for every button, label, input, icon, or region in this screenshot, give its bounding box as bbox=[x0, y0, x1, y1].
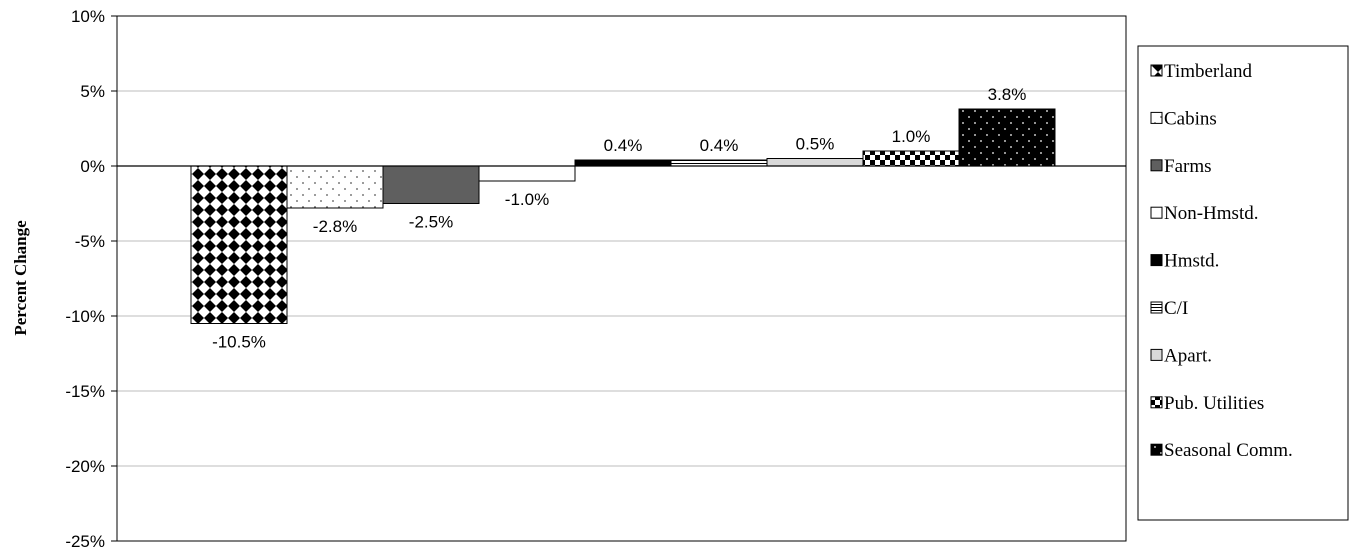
y-tick-label: -25% bbox=[65, 532, 105, 551]
y-tick-label: 5% bbox=[80, 82, 105, 101]
data-labels: -10.5% -2.8% -2.5% -1.0% 0.4% 0.4% 0.5% 1.0% 3.8… bbox=[212, 85, 1026, 352]
legend-item: Cabins bbox=[1150, 108, 1217, 129]
bar-seasonal-comm bbox=[958, 108, 1056, 167]
legend-swatch bbox=[1150, 301, 1163, 314]
y-axis: 10% 5% 0% -5% -10% -15% -20% -25% bbox=[65, 7, 117, 551]
legend-item: Hmstd. bbox=[1150, 251, 1219, 272]
bar-apart bbox=[766, 158, 864, 167]
legend-swatch bbox=[1150, 254, 1163, 267]
data-label: 0.4% bbox=[700, 136, 739, 155]
legend-swatch bbox=[1150, 159, 1163, 172]
legend: Timberland Cabins Farms Non-Hmstd. Hmstd. C/I… bbox=[1137, 45, 1349, 521]
data-label: -2.5% bbox=[409, 213, 453, 232]
legend-item: Farms bbox=[1150, 156, 1212, 177]
bar-hmstd bbox=[574, 159, 672, 167]
legend-label: Seasonal Comm. bbox=[1164, 440, 1293, 461]
legend-label: Pub. Utilities bbox=[1164, 393, 1264, 414]
data-label: 1.0% bbox=[892, 127, 931, 146]
legend-label: Farms bbox=[1164, 156, 1212, 177]
bar-timberland bbox=[190, 165, 288, 324]
y-tick-label: 10% bbox=[71, 7, 105, 26]
data-label: 3.8% bbox=[988, 85, 1027, 104]
y-tick-label: -10% bbox=[65, 307, 105, 326]
bars bbox=[190, 108, 1056, 324]
bar-farms bbox=[382, 165, 480, 204]
y-tick-label: -20% bbox=[65, 457, 105, 476]
legend-item: C/I bbox=[1150, 298, 1188, 319]
plot-area bbox=[116, 15, 1127, 542]
legend-swatch bbox=[1150, 206, 1163, 219]
legend-label: Timberland bbox=[1164, 61, 1252, 82]
data-label: -1.0% bbox=[505, 190, 549, 209]
y-axis-title: Percent Change bbox=[11, 220, 30, 336]
bar-cabins bbox=[286, 165, 384, 209]
data-label: -10.5% bbox=[212, 333, 266, 352]
legend-item: Non-Hmstd. bbox=[1150, 203, 1258, 224]
legend-item: Pub. Utilities bbox=[1150, 393, 1264, 414]
legend-label: C/I bbox=[1164, 298, 1188, 319]
bar-pub-utilities bbox=[862, 150, 960, 167]
bar-c-i bbox=[670, 159, 768, 167]
legend-label: Cabins bbox=[1164, 108, 1217, 129]
bar-non-hmstd bbox=[478, 165, 576, 182]
legend-box bbox=[1137, 45, 1349, 521]
legend-item: Timberland bbox=[1150, 61, 1252, 82]
data-label: -2.8% bbox=[313, 217, 357, 236]
legend-swatch bbox=[1150, 64, 1163, 77]
legend-swatch bbox=[1150, 443, 1163, 456]
legend-item: Apart. bbox=[1150, 345, 1212, 366]
legend-swatch bbox=[1150, 111, 1163, 124]
legend-swatch bbox=[1150, 348, 1163, 361]
legend-item: Seasonal Comm. bbox=[1150, 440, 1293, 461]
y-tick-label: 0% bbox=[80, 157, 105, 176]
legend-label: Apart. bbox=[1164, 345, 1212, 366]
y-tick-label: -5% bbox=[75, 232, 105, 251]
legend-label: Non-Hmstd. bbox=[1164, 203, 1258, 224]
data-label: 0.4% bbox=[604, 136, 643, 155]
data-label: 0.5% bbox=[796, 135, 835, 154]
legend-label: Hmstd. bbox=[1164, 251, 1219, 272]
legend-swatch bbox=[1150, 396, 1163, 409]
y-tick-label: -15% bbox=[65, 382, 105, 401]
